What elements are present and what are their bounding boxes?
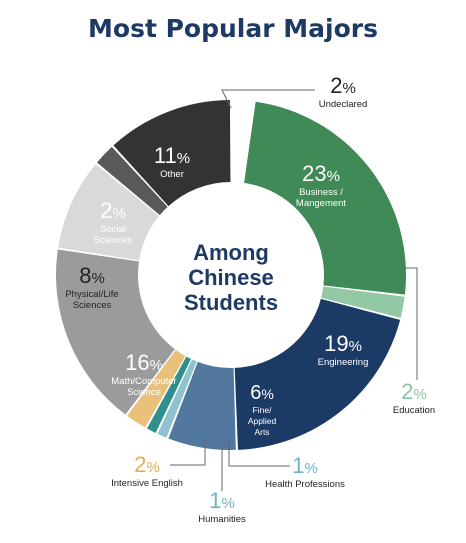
slice-engineering <box>234 298 401 450</box>
pct-label-undeclared: 2% <box>330 73 356 98</box>
pct-label-health-professions: 1% <box>292 453 318 478</box>
pct-label-engineering: 19% <box>324 331 362 356</box>
center-label-line-3: Students <box>184 290 278 315</box>
category-label-intensive-english: Intensive English <box>111 478 183 489</box>
center-label-line-2: Chinese <box>188 265 274 290</box>
category-label-undeclared: Undeclared <box>319 99 368 110</box>
leader-lines-group <box>170 89 418 491</box>
leader-line-education <box>403 267 418 380</box>
leader-line-health-professions <box>228 440 290 467</box>
category-label-health-professions: Health Professions <box>265 479 345 490</box>
slice-physical-life-sciences <box>58 164 160 261</box>
category-label-fine-applied-arts-line-2: Applied <box>248 416 277 426</box>
pct-label-social-sciences: 2% <box>100 198 126 223</box>
pct-label-other: 11% <box>154 143 190 168</box>
category-label-social-sciences-line-1: Social <box>100 224 126 235</box>
slice-humanities <box>147 356 191 433</box>
slices-group <box>56 100 406 451</box>
slice-education <box>321 286 405 318</box>
category-label-business-mangement-line-1: Business / <box>299 187 343 198</box>
category-label-math-computer-science-line-2: Science <box>127 387 161 398</box>
category-label-physical-life-sciences-line-2: Sciences <box>73 300 112 311</box>
pct-label-intensive-english: 2% <box>134 452 160 477</box>
slice-math-computer-science <box>56 249 175 415</box>
category-label-social-sciences-line-2: Sciences <box>94 235 133 246</box>
slice-business-mangement <box>244 101 406 295</box>
category-label-other: Other <box>160 169 184 180</box>
pct-label-math-computer-science: 16% <box>125 350 163 375</box>
pct-label-fine-applied-arts: 6% <box>250 382 274 404</box>
pct-label-business-mangement: 23% <box>302 161 340 186</box>
slice-intensive-english <box>127 349 186 428</box>
category-label-physical-life-sciences-line-1: Physical/Life <box>65 289 118 300</box>
category-label-education: Education <box>393 405 435 416</box>
pct-label-humanities: 1% <box>209 488 235 513</box>
category-label-math-computer-science-line-1: Math/Computer <box>111 376 176 387</box>
slice-undeclared <box>231 100 254 183</box>
category-label-fine-applied-arts-line-1: Fine/ <box>253 405 273 415</box>
category-label-humanities: Humanities <box>198 514 246 525</box>
pct-label-education: 2% <box>401 379 427 404</box>
category-label-business-mangement-line-2: Mangement <box>296 198 347 209</box>
pct-label-physical-life-sciences: 8% <box>79 263 105 288</box>
slice-fine-applied-arts <box>168 361 236 451</box>
center-label-line-1: Among <box>193 240 269 265</box>
slice-social-sciences <box>96 146 168 216</box>
category-label-engineering: Engineering <box>318 357 369 368</box>
leader-line-intensive-english <box>170 440 206 466</box>
slice-health-professions <box>157 359 197 438</box>
category-label-fine-applied-arts-line-3: Arts <box>254 427 269 437</box>
slice-other <box>113 100 231 207</box>
leader-line-undeclared <box>221 89 315 109</box>
chart-title: Most Popular Majors <box>88 14 378 43</box>
